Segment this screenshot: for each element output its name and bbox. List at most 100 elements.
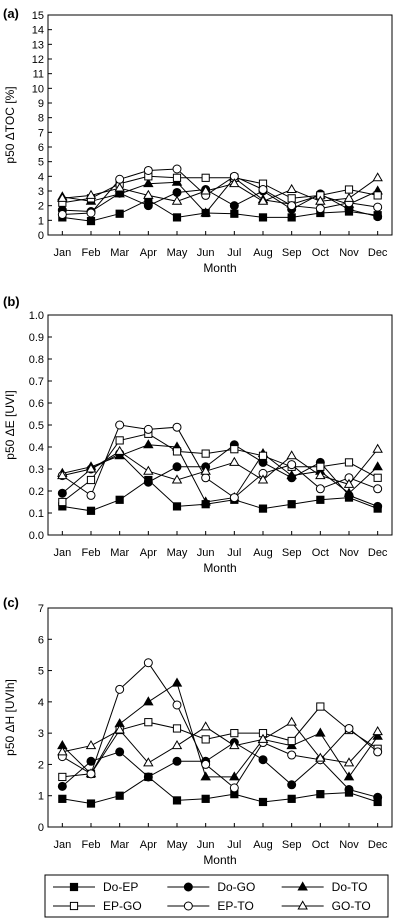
data-point: [143, 439, 154, 449]
data-point: [171, 677, 183, 687]
data-point: [143, 658, 153, 668]
data-point: [58, 794, 67, 803]
data-point: [115, 436, 124, 445]
y-tick-label: 0.2: [29, 486, 44, 498]
data-point: [143, 757, 154, 767]
panel-label: (a): [3, 6, 19, 21]
series-line: [62, 662, 379, 789]
y-tick-label: 0.0: [29, 530, 44, 542]
data-point: [86, 506, 96, 515]
data-point: [172, 724, 182, 733]
legend-marker: [69, 901, 79, 911]
y-tick-label: 8: [38, 113, 44, 125]
x-tick-label: Jun: [197, 839, 215, 851]
x-tick-label: Jan: [53, 839, 71, 851]
data-point: [343, 757, 355, 767]
y-tick-label: 5: [38, 666, 44, 678]
plot-frame: [47, 14, 393, 236]
x-axis-label: Month: [203, 261, 236, 275]
data-point: [172, 173, 182, 182]
x-tick-label: Feb: [82, 547, 101, 559]
legend-marker: [183, 901, 193, 911]
data-point: [258, 213, 268, 222]
legend-entry-do-ep: Do-EP: [53, 880, 138, 894]
data-point: [115, 495, 124, 504]
data-point: [143, 201, 153, 211]
series-go-to: [57, 443, 383, 488]
series-go-to: [57, 172, 383, 205]
series-line: [61, 682, 379, 778]
x-tick-label: May: [167, 839, 188, 851]
y-tick-label: 4: [38, 171, 44, 183]
x-tick-label: Jul: [227, 247, 241, 259]
data-point: [86, 216, 96, 226]
data-point: [57, 469, 68, 480]
legend-marker: [297, 900, 308, 910]
y-tick-label: 5: [38, 157, 44, 169]
data-point: [172, 502, 182, 511]
series-ep-to: [57, 420, 383, 503]
data-point: [372, 461, 383, 471]
data-point: [344, 784, 354, 794]
series-line: [62, 168, 378, 215]
legend-marker: [69, 882, 79, 892]
data-point: [143, 165, 153, 175]
y-tick-label: 2: [38, 201, 44, 213]
y-tick-label: 1: [38, 791, 44, 803]
data-point: [201, 473, 211, 483]
legend-label: Do-GO: [217, 880, 255, 894]
x-tick-label: Apr: [140, 547, 157, 559]
x-tick-label: May: [167, 547, 188, 559]
series-line: [62, 177, 378, 202]
chart-panel-2: (b) 0.0 0.1 0.2 0.3 0.4 0.5 0.6 0.7 0.8 0.9 1.0 Jan F…: [3, 294, 393, 575]
data-point: [115, 747, 125, 757]
x-tick-label: Aug: [253, 247, 273, 259]
data-point: [344, 723, 354, 733]
data-point: [287, 201, 297, 211]
data-point: [143, 465, 154, 475]
data-point: [57, 746, 68, 756]
data-point: [200, 721, 211, 731]
data-point: [86, 475, 96, 485]
data-point: [229, 201, 239, 211]
series-do-ep: [58, 772, 382, 808]
x-tick-label: Mar: [110, 547, 129, 559]
data-point: [114, 445, 125, 455]
data-point: [373, 202, 383, 212]
data-point: [115, 791, 124, 800]
y-tick-label: 2: [38, 759, 44, 771]
x-tick-label: May: [167, 247, 188, 259]
data-point: [257, 195, 269, 205]
y-tick-label: 14: [32, 25, 44, 37]
data-point: [316, 495, 325, 504]
data-point: [143, 477, 153, 487]
series-do-go: [57, 738, 383, 802]
series-line: [62, 444, 379, 503]
data-point: [230, 445, 239, 454]
data-point: [287, 460, 297, 470]
x-axis: Jan Feb Mar Apr May Jun Jul Aug Sep Oct Nov Dec: [53, 823, 388, 851]
data-point: [58, 772, 67, 782]
y-axis-label: p50 ΔTOC [%]: [3, 86, 17, 163]
x-tick-label: Feb: [82, 247, 101, 259]
series-ep-go: [58, 702, 382, 782]
data-point: [343, 192, 355, 202]
data-point: [171, 195, 183, 205]
y-tick-label: 1: [38, 215, 44, 227]
data-point: [316, 462, 325, 471]
data-point: [316, 702, 325, 711]
data-point: [287, 780, 297, 790]
data-point: [85, 463, 97, 473]
y-tick-label: 11: [33, 69, 44, 81]
x-tick-label: Jun: [197, 547, 215, 559]
x-tick-label: Dec: [368, 247, 388, 259]
series-go-to: [57, 716, 383, 767]
data-point: [315, 204, 325, 214]
y-tick-label: 0: [38, 822, 44, 834]
data-point: [287, 736, 296, 746]
data-point: [286, 716, 297, 726]
data-point: [114, 450, 125, 460]
data-point: [257, 733, 269, 743]
